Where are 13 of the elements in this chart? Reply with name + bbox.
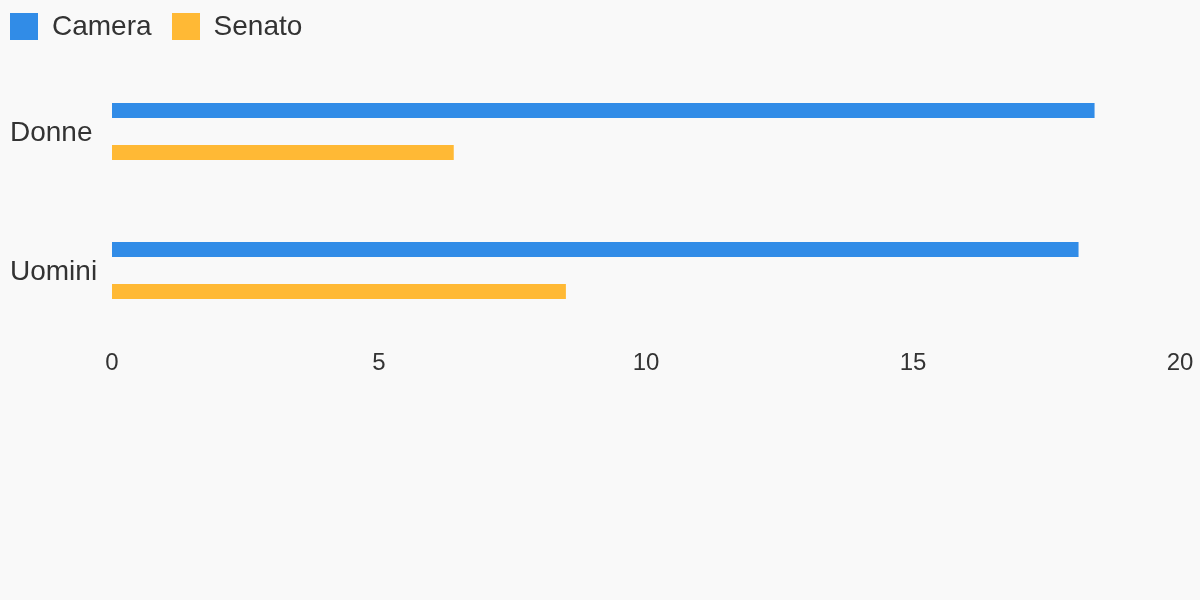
x-tick-label: 5	[372, 348, 386, 376]
bar	[112, 242, 1079, 257]
x-tick-label: 20	[1166, 348, 1194, 376]
bar	[112, 284, 566, 299]
x-tick-label: 0	[105, 348, 119, 376]
x-tick-label: 15	[899, 348, 927, 376]
bar	[112, 103, 1095, 118]
y-tick-label: Uomini	[10, 255, 98, 286]
y-tick-label: Donne	[10, 116, 93, 147]
legend-label: Senato	[213, 10, 303, 42]
legend-label: Camera	[52, 10, 152, 42]
x-tick-label: 10	[632, 348, 660, 376]
bar	[112, 145, 454, 160]
